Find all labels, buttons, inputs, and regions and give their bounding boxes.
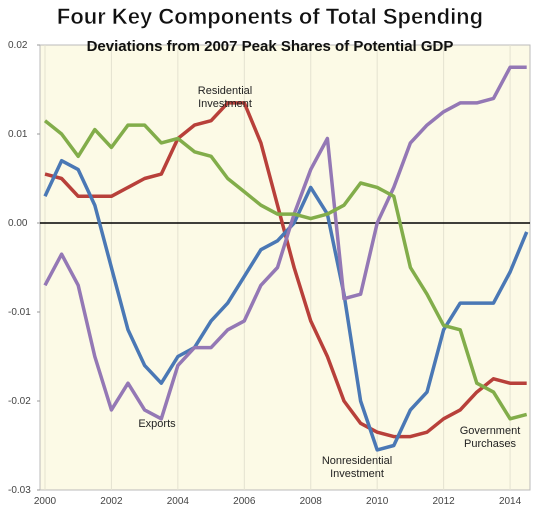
y-tick-label: 0.01 (8, 129, 28, 140)
chart-title: Four Key Components of Total Spending (57, 4, 483, 29)
x-tick-label: 2002 (100, 496, 123, 507)
x-tick-label: 2012 (433, 496, 456, 507)
series-label: Residential Investment (197, 85, 253, 110)
x-tick-label: 2008 (300, 496, 323, 507)
series-label: Nonresidential Investment (321, 455, 393, 480)
series-label: Government Purchases (459, 425, 521, 450)
x-tick-label: 2010 (366, 496, 389, 507)
series-label: Exports (138, 418, 176, 430)
y-tick-label: -0.03 (8, 485, 31, 496)
y-tick-label: 0.02 (8, 40, 28, 51)
x-tick-label: 2006 (233, 496, 256, 507)
y-tick-label: 0.00 (8, 218, 28, 229)
chart-subtitle: Deviations from 2007 Peak Shares of Pote… (87, 38, 454, 55)
series-line (43, 119, 528, 421)
y-tick-label: -0.01 (8, 307, 31, 318)
y-tick-label: -0.02 (8, 396, 31, 407)
series-line (43, 65, 527, 421)
x-tick-label: 2000 (34, 496, 57, 507)
x-tick-label: 2014 (499, 496, 522, 507)
x-tick-label: 2004 (167, 496, 190, 507)
